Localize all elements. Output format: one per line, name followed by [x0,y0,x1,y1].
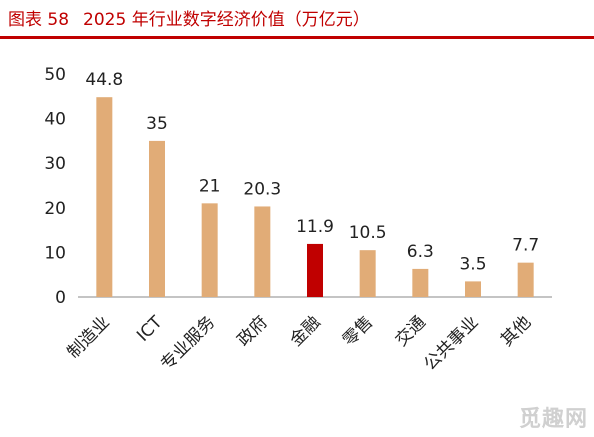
data-label: 20.3 [243,179,281,199]
y-tick-label: 0 [55,288,66,308]
chart-header: 图表 58 2025 年行业数字经济价值（万亿元） [8,2,370,32]
data-label: 35 [146,114,168,134]
y-tick-label: 40 [44,110,66,130]
figure-number: 图表 58 [8,9,70,30]
data-label: 11.9 [296,217,334,237]
watermark: 觅趣网 [518,407,588,432]
y-tick-label: 30 [44,154,66,174]
data-label: 21 [199,176,221,196]
bar [359,250,376,297]
x-tick-label: ICT [133,312,167,346]
chart-title: 2025 年行业数字经济价值（万亿元） [83,9,370,30]
data-label: 44.8 [85,70,123,90]
bar [465,281,481,297]
bar [149,140,165,297]
y-tick-label: 10 [44,243,66,263]
x-tick-label: 交通 [392,312,430,350]
x-tick-label: 制造业 [64,312,114,362]
x-tick-label: 金融 [286,312,324,350]
bar [517,262,534,297]
bar [307,243,323,297]
x-tick-label: 政府 [234,312,272,350]
x-tick-label: 专业服务 [157,312,219,374]
bar [201,203,218,297]
y-tick-label: 20 [44,199,66,219]
bar [96,97,113,297]
data-label: 6.3 [407,242,434,262]
header-divider [0,36,594,39]
x-tick-label: 零售 [339,312,377,350]
x-tick-label: 其他 [497,312,535,350]
bar [254,206,271,297]
x-tick-label: 公共事业 [420,312,482,374]
data-label: 7.7 [512,236,539,256]
y-tick-label: 50 [44,65,66,85]
data-label: 3.5 [459,254,486,274]
bar [412,268,429,297]
data-label: 10.5 [349,223,387,243]
